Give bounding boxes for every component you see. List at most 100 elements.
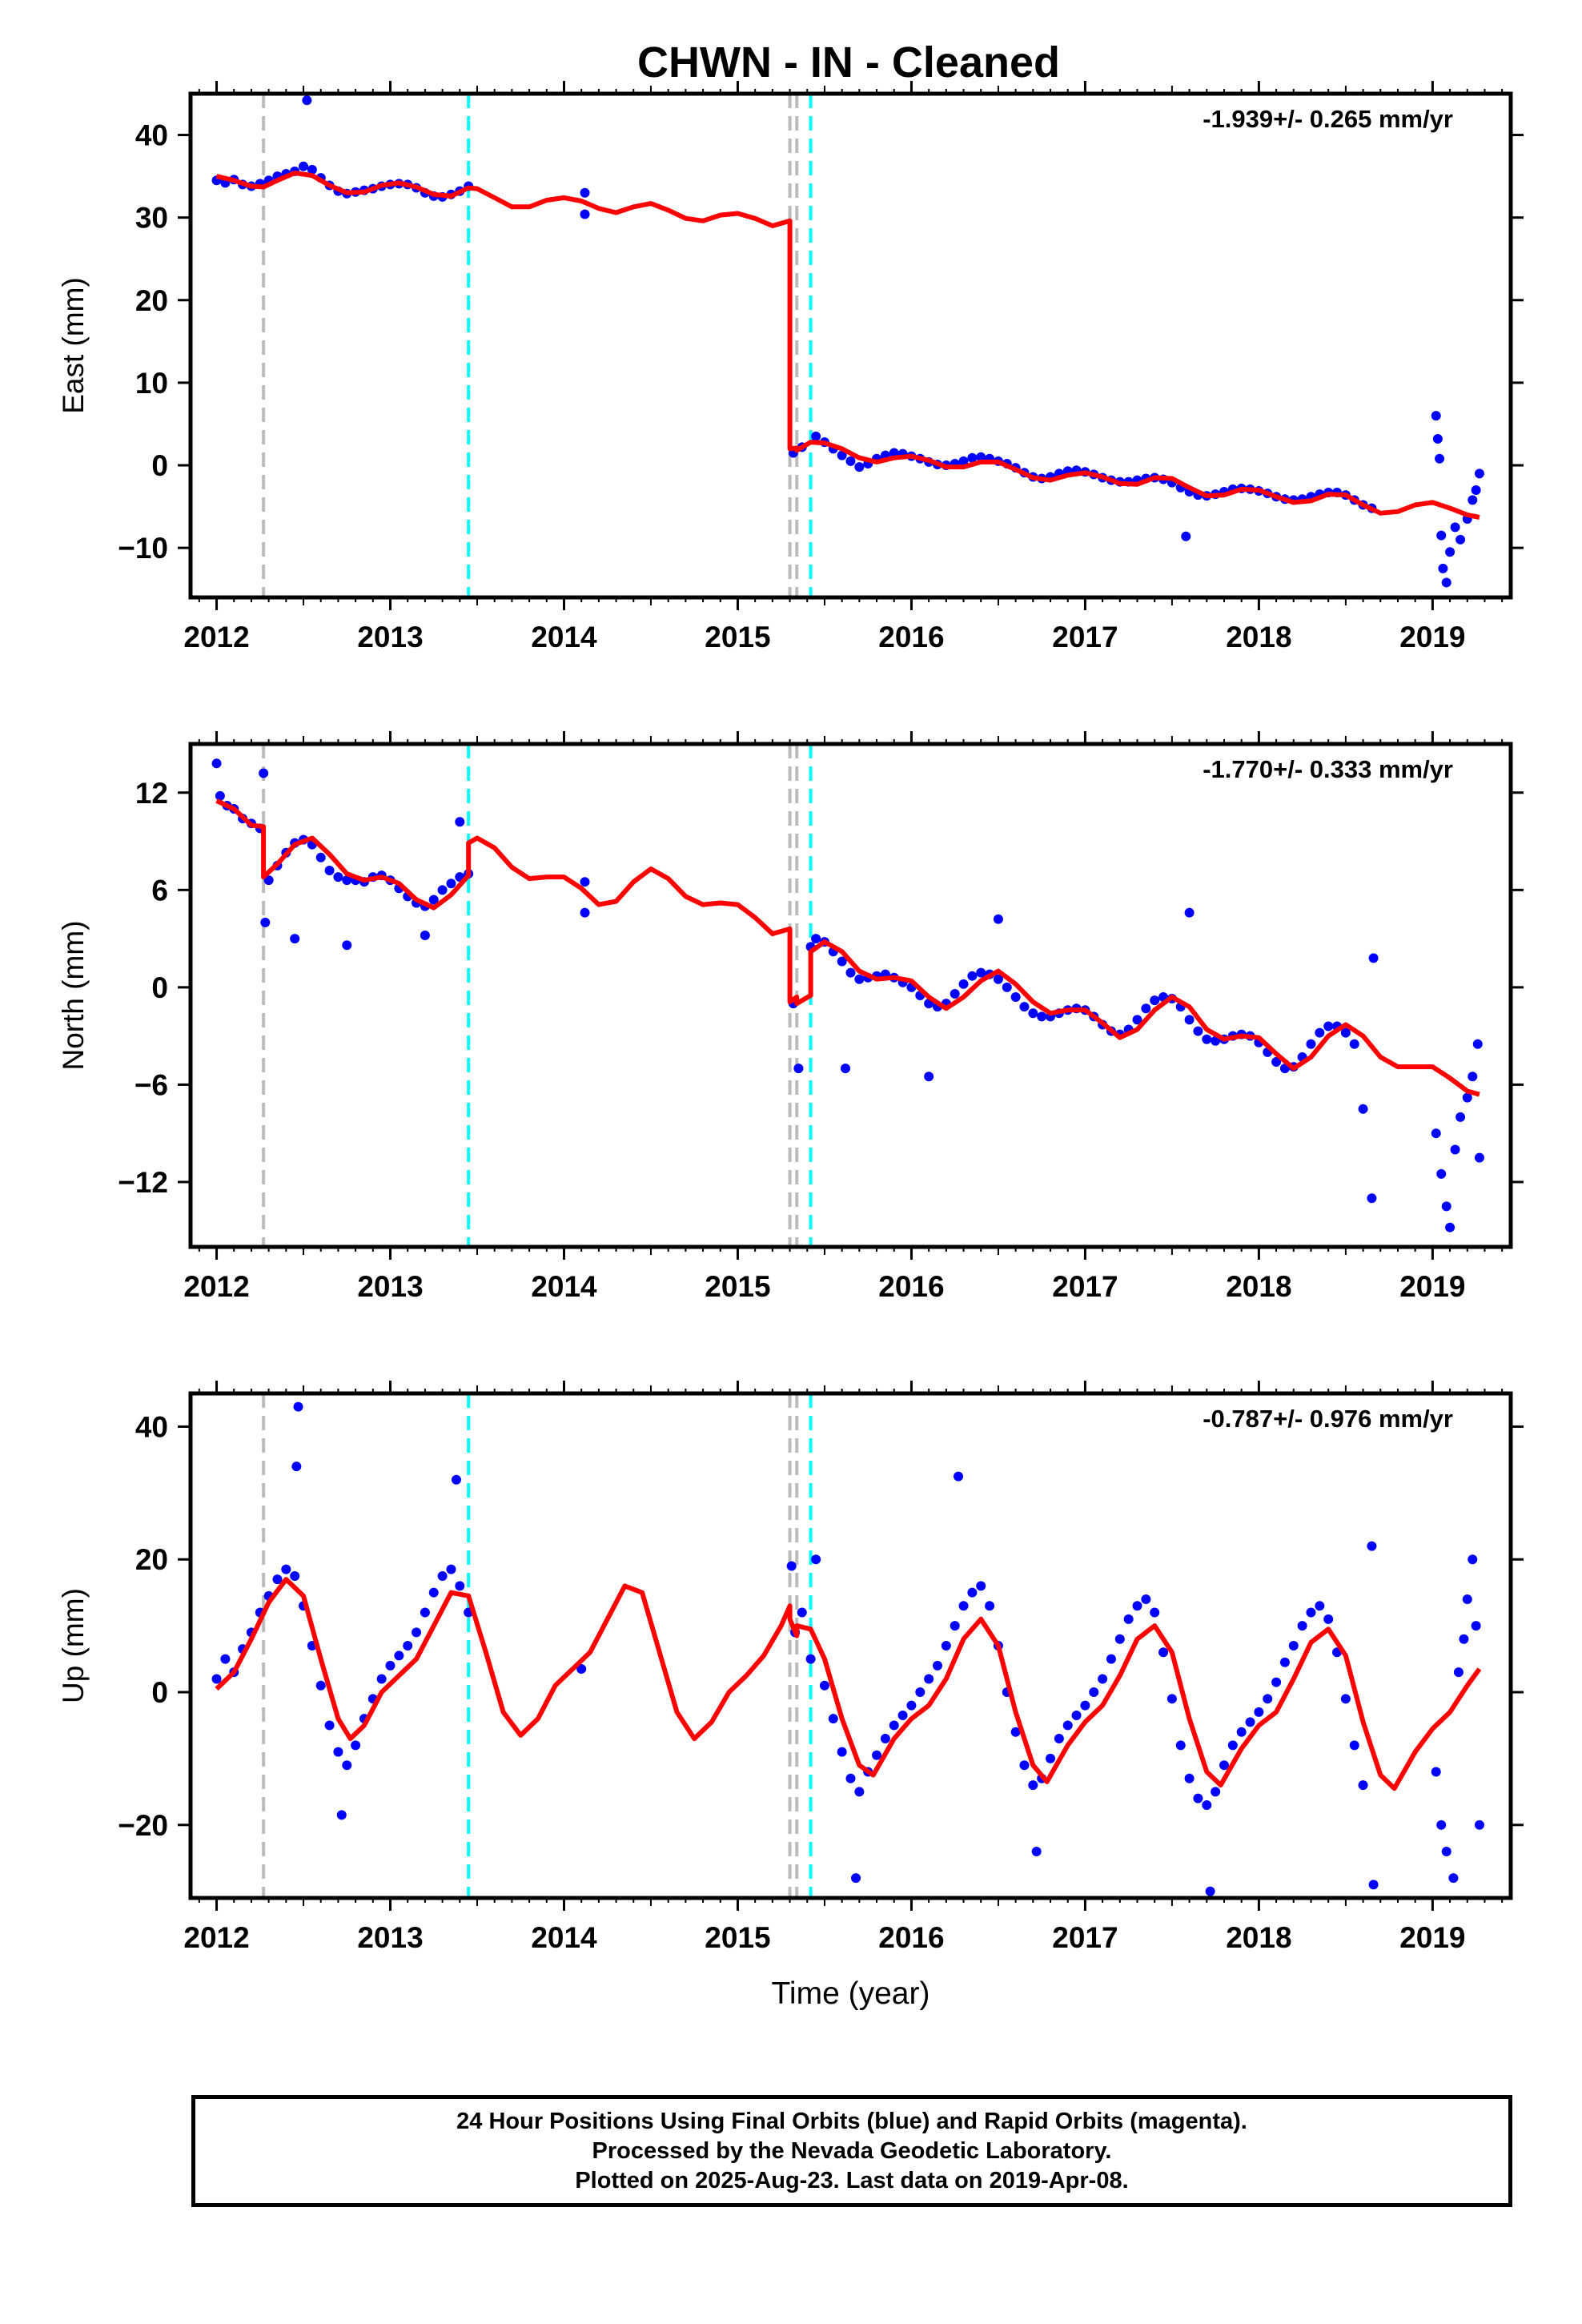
data-point bbox=[1349, 1740, 1359, 1751]
data-point bbox=[1141, 1594, 1151, 1604]
plot-area bbox=[211, 744, 1484, 1247]
data-point bbox=[290, 1570, 300, 1581]
y-axis-label: North (mm) bbox=[57, 920, 90, 1070]
x-tick-label: 2015 bbox=[705, 1270, 770, 1303]
data-point bbox=[1358, 1780, 1368, 1791]
data-point bbox=[1089, 1687, 1099, 1698]
data-point bbox=[342, 1760, 352, 1771]
data-point bbox=[1431, 1128, 1441, 1139]
data-point bbox=[420, 931, 430, 941]
data-point bbox=[845, 967, 856, 978]
data-point bbox=[1114, 1634, 1125, 1644]
model-fit-line bbox=[215, 1577, 1482, 1791]
footer-box: 24 Hour Positions Using Final Orbits (bl… bbox=[191, 2095, 1512, 2207]
data-point bbox=[1323, 1614, 1334, 1624]
x-tick-label: 2016 bbox=[878, 621, 944, 653]
data-point bbox=[1297, 1621, 1307, 1631]
data-point bbox=[1150, 995, 1160, 1006]
data-point bbox=[336, 1810, 347, 1820]
data-point bbox=[1010, 992, 1021, 1003]
data-point bbox=[291, 1462, 302, 1472]
data-point bbox=[828, 1714, 838, 1724]
y-tick-label: 0 bbox=[151, 971, 168, 1004]
data-point bbox=[1037, 1011, 1047, 1022]
data-point bbox=[1340, 1694, 1351, 1704]
data-point bbox=[1202, 1799, 1212, 1810]
y-axis-label: Up (mm) bbox=[57, 1588, 90, 1703]
data-point bbox=[1028, 1780, 1038, 1791]
data-point bbox=[263, 875, 274, 886]
data-point bbox=[1184, 1015, 1195, 1025]
data-point bbox=[1211, 1787, 1221, 1797]
data-point bbox=[394, 1651, 404, 1661]
data-point bbox=[837, 1747, 847, 1757]
data-point bbox=[924, 1072, 934, 1082]
data-point bbox=[985, 1601, 995, 1611]
data-point bbox=[967, 452, 978, 463]
data-point bbox=[580, 187, 590, 198]
y-tick-label: 20 bbox=[135, 284, 168, 317]
data-point bbox=[1459, 1634, 1469, 1644]
data-point bbox=[580, 907, 590, 918]
data-point bbox=[1340, 1027, 1351, 1038]
data-point bbox=[811, 934, 821, 944]
figure-title: CHWN - IN - Cleaned bbox=[637, 38, 1060, 86]
data-point bbox=[1453, 1667, 1464, 1678]
data-point bbox=[845, 1773, 856, 1783]
data-point bbox=[1098, 1674, 1108, 1684]
data-point bbox=[324, 866, 335, 876]
x-tick-label: 2018 bbox=[1226, 1921, 1291, 1954]
data-point bbox=[455, 1581, 465, 1591]
data-point bbox=[954, 1471, 964, 1482]
data-point bbox=[1450, 522, 1460, 533]
panel-3: 2012 2013 2014 2015 2016 2017 2018 2019 −20 0 20 40… bbox=[57, 1381, 1524, 2011]
data-point bbox=[845, 456, 856, 466]
data-point bbox=[1271, 1677, 1282, 1687]
data-point bbox=[851, 1873, 861, 1884]
x-tick-label: 2015 bbox=[705, 621, 770, 653]
data-point bbox=[215, 790, 225, 801]
x-tick-label: 2014 bbox=[531, 621, 597, 653]
plot-frame bbox=[188, 1391, 1513, 1900]
x-tick-label: 2019 bbox=[1399, 621, 1465, 653]
data-point bbox=[915, 1687, 926, 1698]
data-point bbox=[1441, 1846, 1452, 1856]
data-point bbox=[1028, 1008, 1038, 1019]
x-tick-label: 2014 bbox=[531, 1921, 597, 1954]
data-point bbox=[1445, 1222, 1456, 1232]
data-point bbox=[1002, 982, 1012, 992]
data-point bbox=[793, 1063, 804, 1074]
data-point bbox=[993, 914, 1003, 924]
data-point bbox=[437, 1570, 448, 1581]
data-point bbox=[1019, 1760, 1030, 1771]
data-point bbox=[1367, 1193, 1377, 1204]
data-point bbox=[1445, 547, 1456, 557]
data-point bbox=[259, 768, 269, 778]
data-point bbox=[1468, 1554, 1478, 1565]
data-point bbox=[1227, 1740, 1238, 1751]
y-tick-label: −6 bbox=[135, 1068, 168, 1101]
data-point bbox=[342, 940, 352, 951]
y-tick-label: 40 bbox=[135, 1410, 168, 1443]
data-point bbox=[211, 1674, 222, 1684]
data-point bbox=[1271, 1057, 1282, 1068]
data-point bbox=[976, 1581, 986, 1591]
y-tick-label: 0 bbox=[151, 1676, 168, 1709]
data-point bbox=[1062, 1720, 1073, 1731]
data-point bbox=[1441, 1201, 1452, 1212]
data-point bbox=[1123, 1614, 1134, 1624]
data-point bbox=[412, 1627, 422, 1638]
data-point bbox=[1141, 1003, 1151, 1014]
data-point bbox=[1019, 1002, 1030, 1012]
footer-line-3: Plotted on 2025-Aug-23. Last data on 201… bbox=[575, 2167, 1129, 2193]
data-point bbox=[941, 1641, 951, 1651]
data-point bbox=[897, 1711, 908, 1721]
x-tick-label: 2019 bbox=[1399, 1921, 1465, 1954]
x-tick-label: 2017 bbox=[1052, 621, 1118, 653]
data-point bbox=[1436, 1819, 1447, 1830]
data-point bbox=[976, 452, 986, 462]
data-point bbox=[958, 456, 969, 466]
data-point bbox=[428, 895, 439, 905]
data-point bbox=[1468, 1072, 1478, 1082]
data-point bbox=[958, 979, 969, 989]
